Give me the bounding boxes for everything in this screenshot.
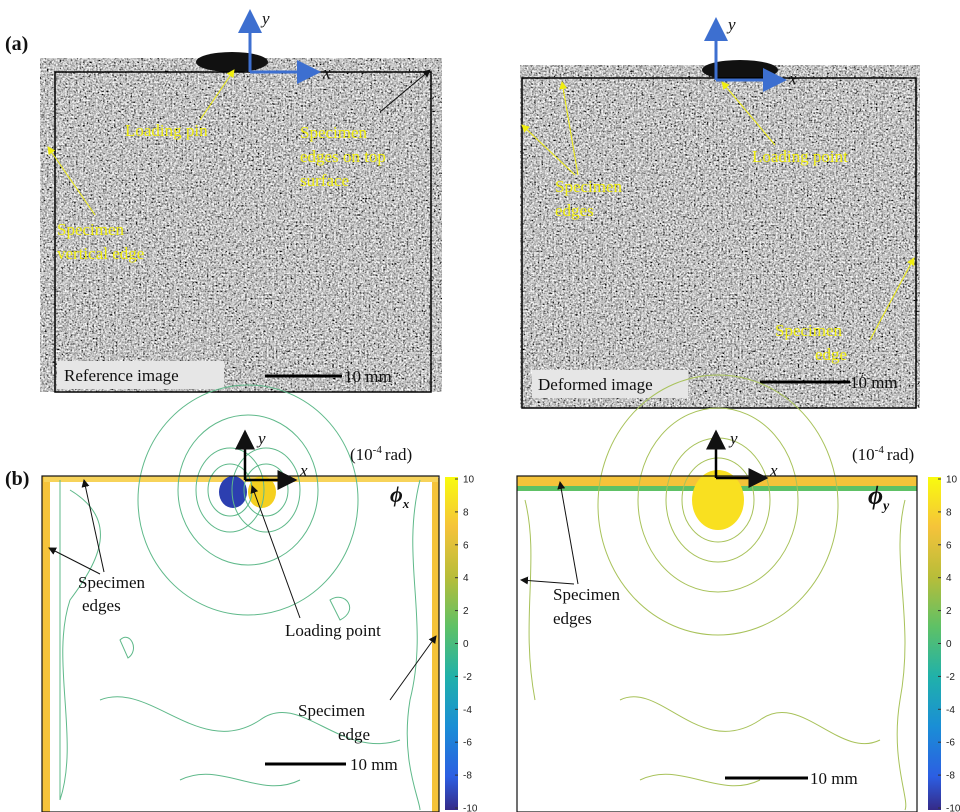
colorbar-tick-label: -10 xyxy=(946,804,960,812)
axis-label: x xyxy=(788,69,797,88)
scale-label: 10 mm xyxy=(350,755,398,774)
axis-label: x xyxy=(322,63,331,82)
arrow xyxy=(521,580,574,584)
speckle-image xyxy=(520,65,920,408)
pin xyxy=(196,52,268,72)
colorbar-tick-label: -2 xyxy=(463,672,472,683)
colorbar-tick-label: 2 xyxy=(946,606,952,617)
colorbar-tick-label: -10 xyxy=(463,804,478,812)
colorbar-tick-label: -6 xyxy=(946,738,955,749)
arrow xyxy=(560,482,578,584)
caption: Deformed image xyxy=(538,375,653,394)
colorbar-tick-label: 10 xyxy=(946,475,958,486)
axis-label: x xyxy=(299,461,308,480)
annotation: Loading point xyxy=(285,621,381,640)
annotation: Loading pin xyxy=(125,121,208,140)
colorbar-tick-label: -4 xyxy=(463,705,472,716)
colorbar-tick-label: 2 xyxy=(463,606,469,617)
colorbar-tick-label: -2 xyxy=(946,672,955,683)
arrow xyxy=(252,486,300,618)
colorbar-tick-label: 8 xyxy=(946,507,952,518)
colorbar-tick-label: 0 xyxy=(946,639,952,650)
colorbar-tick-label: 6 xyxy=(946,540,952,551)
scale-label: 10 mm xyxy=(850,373,898,392)
arrow xyxy=(49,548,100,574)
colorbar-tick-label: 4 xyxy=(463,573,469,584)
annotation: Loading point xyxy=(752,147,848,166)
colorbar-tick-label: 10 xyxy=(463,475,475,486)
arrow xyxy=(390,636,436,700)
caption: Reference image xyxy=(64,366,179,385)
arrow xyxy=(84,480,104,572)
colorbar-tick-label: 8 xyxy=(463,507,469,518)
scale-label: 10 mm xyxy=(810,769,858,788)
figure: (a) y x Loading pin Specimenedges on top… xyxy=(0,0,960,812)
axis-label: y xyxy=(728,429,738,448)
axis-label: y xyxy=(256,429,266,448)
colorbar-tick-label: -6 xyxy=(463,738,472,749)
colorbar-tick-label: -4 xyxy=(946,705,955,716)
colorbar-tick-label: -8 xyxy=(463,771,472,782)
colorbar-tick-label: 4 xyxy=(946,573,952,584)
scale-label: 10 mm xyxy=(344,367,392,386)
symbol: ϕx xyxy=(390,482,410,511)
axis-label: y xyxy=(260,9,270,28)
panel-label: (a) xyxy=(5,33,28,55)
colorbar-tick-label: -8 xyxy=(946,771,955,782)
panel-label: (b) xyxy=(5,468,29,490)
colorbar-tick-label: 6 xyxy=(463,540,469,551)
colorbar-tick-label: 0 xyxy=(463,639,469,650)
axis-label: y xyxy=(726,15,736,34)
axis-label: x xyxy=(769,461,778,480)
pin xyxy=(702,60,778,80)
